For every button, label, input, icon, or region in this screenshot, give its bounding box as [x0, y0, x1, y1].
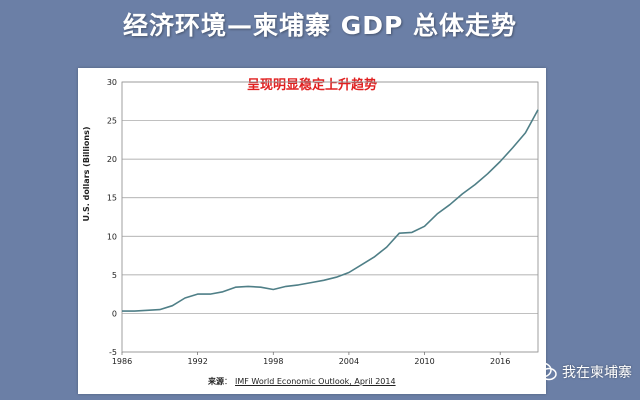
watermark: 我在柬埔寨	[532, 362, 632, 382]
y-tick-label: 20	[107, 155, 117, 164]
source-label: 来源	[208, 377, 224, 386]
y-tick-label: 15	[107, 194, 117, 203]
source-note: 来源： IMF World Economic Outlook, April 201…	[208, 377, 396, 386]
y-tick-label: 30	[107, 78, 117, 87]
wechat-icon	[532, 362, 557, 381]
gdp-series-line	[122, 109, 539, 312]
x-tick-label: 2016	[490, 357, 510, 366]
y-tick-label: -5	[109, 348, 117, 357]
y-tick-label: 25	[107, 117, 117, 126]
source-text: IMF World Economic Outlook, April 2014	[235, 377, 396, 386]
page-title: 经济环境—柬埔寨 GDP 总体走势	[122, 11, 517, 40]
watermark-text: 我在柬埔寨	[562, 365, 632, 381]
plot-frame	[121, 81, 539, 353]
x-tick-label: 2010	[414, 357, 434, 366]
x-tick-label: 1992	[187, 357, 207, 366]
x-tick-label: 1986	[112, 357, 132, 366]
x-tick-label: 1998	[263, 357, 283, 366]
gdp-line-chart: -5 0 5 10 15 20 25 30 1986 1992 1998 2004 2010 2016	[107, 78, 539, 366]
y-tick-label: 5	[112, 271, 117, 280]
chart-card: 呈现明显稳定上升趋势 -5 0 5 10 15 20 25 30 1986 1992 1998 200…	[78, 68, 546, 394]
y-tick-label: 0	[112, 309, 117, 318]
x-tick-label: 2004	[339, 357, 359, 366]
y-tick-label: 10	[107, 232, 117, 241]
y-axis-label: U.S. dollars (Billions)	[82, 126, 91, 222]
